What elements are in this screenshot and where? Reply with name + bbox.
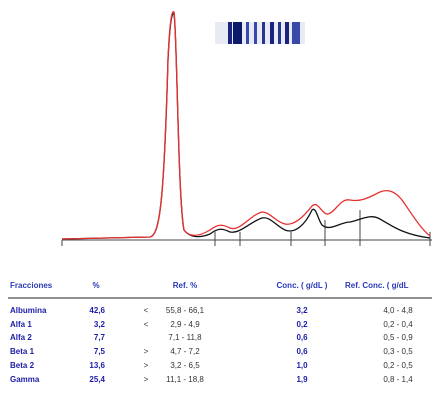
fraction-name: Alfa 2 bbox=[10, 333, 32, 342]
column-header: Conc. ( g/dL ) bbox=[277, 281, 328, 290]
flag: > bbox=[144, 347, 149, 356]
concentration: 1,9 bbox=[296, 375, 308, 384]
fraction-name: Alfa 1 bbox=[10, 320, 32, 329]
ref-concentration: 0,8 - 1,4 bbox=[383, 375, 413, 384]
percent: 13,6 bbox=[89, 361, 105, 370]
percent: 25,4 bbox=[89, 375, 105, 384]
concentration: 0,2 bbox=[296, 320, 308, 329]
concentration: 0,6 bbox=[296, 333, 308, 342]
flag: > bbox=[144, 375, 149, 384]
flag: < bbox=[144, 306, 149, 315]
fraction-name: Beta 2 bbox=[10, 361, 35, 370]
percent: 7,5 bbox=[94, 347, 106, 356]
percent: 7,7 bbox=[94, 333, 106, 342]
fraction-name: Gamma bbox=[10, 375, 40, 384]
percent: 3,2 bbox=[94, 320, 106, 329]
ref-percent: 3,2 - 6,5 bbox=[170, 361, 200, 370]
percent: 42,6 bbox=[89, 306, 105, 315]
column-header: Fracciones bbox=[10, 281, 53, 290]
ref-concentration: 0,2 - 0,4 bbox=[383, 320, 413, 329]
ref-percent: 55,8 - 66,1 bbox=[166, 306, 205, 315]
column-header: Ref. % bbox=[173, 281, 197, 290]
column-header: Ref. Conc. ( g/dL bbox=[345, 281, 409, 290]
flag: < bbox=[144, 320, 149, 329]
ref-percent: 7,1 - 11,8 bbox=[168, 333, 202, 342]
fraction-name: Albumina bbox=[10, 306, 47, 315]
electrophoresis: Fracciones% Ref. % Conc. ( g/dL ) Ref. Conc… bbox=[0, 0, 436, 398]
report: Fracciones% Ref. % Conc. ( g/dL ) Ref. Conc… bbox=[0, 0, 436, 398]
ref-concentration: 0,5 - 0,9 bbox=[383, 333, 413, 342]
concentration: 0,6 bbox=[296, 347, 308, 356]
ref-concentration: 0,2 - 0,5 bbox=[383, 361, 413, 370]
concentration: 3,2 bbox=[296, 306, 308, 315]
concentration: 1,0 bbox=[296, 361, 308, 370]
ref-percent: 11,1 - 18,8 bbox=[166, 375, 204, 384]
ref-concentration: 4,0 - 4,8 bbox=[383, 306, 413, 315]
sample-curve bbox=[62, 14, 430, 239]
ref-concentration: 0,3 - 0,5 bbox=[383, 347, 413, 356]
ref-percent: 4,7 - 7,2 bbox=[170, 347, 200, 356]
axis bbox=[62, 210, 432, 246]
gel-band bbox=[215, 22, 305, 44]
fraction-name: Beta 1 bbox=[10, 347, 35, 356]
column-header: % bbox=[92, 281, 99, 290]
ref-percent: 2,9 - 4,9 bbox=[170, 320, 200, 329]
reference-curve bbox=[62, 12, 430, 239]
flag: > bbox=[144, 361, 149, 370]
